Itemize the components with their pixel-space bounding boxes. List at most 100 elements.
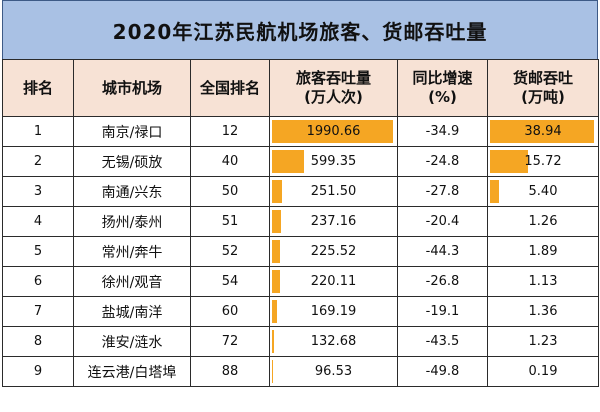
- header-yoy-unit: (%): [428, 88, 457, 106]
- header-yoy: 同比增速 (%): [397, 59, 488, 117]
- passenger-cell-value: 225.52: [310, 244, 357, 259]
- rank-cell: 9: [2, 356, 74, 387]
- header-passenger-label: 旅客吞吐量: [295, 69, 371, 87]
- yoy-cell: -43.5: [397, 326, 488, 357]
- passenger-cell-bar: [272, 270, 281, 293]
- passenger-cell: 220.11: [269, 266, 398, 297]
- passenger-cell-value: 169.19: [310, 304, 357, 319]
- yoy-cell: -27.8: [397, 176, 488, 207]
- passenger-cell: 169.19: [269, 296, 398, 327]
- yoy-cell-value: -20.4: [425, 214, 460, 229]
- header-passenger: 旅客吞吐量 (万人次): [269, 59, 398, 117]
- yoy-cell-value: -27.8: [425, 184, 460, 199]
- yoy-cell-value: -24.8: [425, 154, 460, 169]
- national-rank-cell-value: 40: [221, 154, 239, 169]
- rank-cell: 2: [2, 146, 74, 177]
- national-rank-cell: 51: [190, 206, 270, 237]
- passenger-cell: 237.16: [269, 206, 398, 237]
- passenger-cell-value: 96.53: [314, 364, 353, 379]
- cargo-cell: 1.36: [487, 296, 599, 327]
- passenger-cell-bar: [272, 120, 393, 143]
- rank-cell: 1: [2, 116, 74, 147]
- passenger-cell-value: 237.16: [310, 214, 357, 229]
- city-cell: 南京/禄口: [73, 116, 191, 147]
- rank-cell-value: 5: [33, 244, 43, 259]
- passenger-cell-value: 251.50: [310, 184, 357, 199]
- header-rank: 排名: [2, 59, 74, 117]
- passenger-cell-bar: [272, 300, 277, 323]
- table-row: 9 连云港/白塔埠 88 96.53 -49.8 0.19: [2, 356, 599, 387]
- city-cell-value: 扬州/泰州: [101, 214, 163, 231]
- table-title: 2020年江苏民航机场旅客、货邮吞吐量: [112, 19, 488, 44]
- header-row: 排名 城市机场 全国排名 旅客吞吐量 (万人次) 同比增速 (%) 货邮吞吐 (…: [2, 59, 599, 117]
- national-rank-cell-value: 54: [221, 274, 239, 289]
- national-rank-cell: 50: [190, 176, 270, 207]
- passenger-cell: 1990.66: [269, 116, 398, 147]
- cargo-cell-value: 1.13: [528, 274, 558, 289]
- city-cell: 无锡/硕放: [73, 146, 191, 177]
- rank-cell-value: 1: [33, 124, 43, 139]
- cargo-cell-bar: [490, 120, 594, 143]
- rank-cell-value: 8: [33, 334, 43, 349]
- header-city: 城市机场: [73, 59, 191, 117]
- table-row: 6 徐州/观音 54 220.11 -26.8 1.13: [2, 266, 599, 297]
- passenger-cell: 225.52: [269, 236, 398, 267]
- table-row: 4 扬州/泰州 51 237.16 -20.4 1.26: [2, 206, 599, 237]
- passenger-cell-value: 599.35: [310, 154, 357, 169]
- city-cell: 常州/奔牛: [73, 236, 191, 267]
- city-cell-value: 盐城/南洋: [101, 304, 163, 321]
- national-rank-cell-value: 60: [221, 304, 239, 319]
- table-title-bar: 2020年江苏民航机场旅客、货邮吞吐量: [2, 0, 598, 60]
- cargo-cell: 1.89: [487, 236, 599, 267]
- passenger-cell: 251.50: [269, 176, 398, 207]
- rank-cell: 3: [2, 176, 74, 207]
- cargo-cell-bar: [490, 150, 529, 173]
- national-rank-cell: 60: [190, 296, 270, 327]
- yoy-cell-value: -49.8: [425, 364, 460, 379]
- national-rank-cell: 12: [190, 116, 270, 147]
- national-rank-cell-value: 52: [221, 244, 239, 259]
- national-rank-cell: 72: [190, 326, 270, 357]
- national-rank-cell-value: 72: [221, 334, 239, 349]
- yoy-cell: -49.8: [397, 356, 488, 387]
- header-national-rank: 全国排名: [190, 59, 270, 117]
- cargo-cell: 5.40: [487, 176, 599, 207]
- table-row: 5 常州/奔牛 52 225.52 -44.3 1.89: [2, 236, 599, 267]
- passenger-cell-value: 1990.66: [306, 124, 361, 139]
- city-cell-value: 无锡/硕放: [101, 154, 163, 171]
- national-rank-cell: 54: [190, 266, 270, 297]
- yoy-cell-value: -43.5: [425, 334, 460, 349]
- rank-cell: 8: [2, 326, 74, 357]
- passenger-cell-bar: [272, 180, 283, 203]
- header-cargo: 货邮吞吐 (万吨): [487, 59, 599, 117]
- table-row: 7 盐城/南洋 60 169.19 -19.1 1.36: [2, 296, 599, 327]
- cargo-cell-value: 15.72: [524, 154, 562, 169]
- rank-cell: 5: [2, 236, 74, 267]
- table-row: 3 南通/兴东 50 251.50 -27.8 5.40: [2, 176, 599, 207]
- rank-cell: 4: [2, 206, 74, 237]
- national-rank-cell-value: 88: [221, 364, 239, 379]
- passenger-cell: 96.53: [269, 356, 398, 387]
- city-cell: 扬州/泰州: [73, 206, 191, 237]
- passenger-cell-bar: [272, 210, 282, 233]
- cargo-cell-value: 1.23: [528, 334, 558, 349]
- table-row: 1 南京/禄口 12 1990.66 -34.9 38.94: [2, 116, 599, 147]
- yoy-cell: -24.8: [397, 146, 488, 177]
- cargo-cell: 1.23: [487, 326, 599, 357]
- national-rank-cell: 52: [190, 236, 270, 267]
- national-rank-cell: 40: [190, 146, 270, 177]
- national-rank-cell-value: 50: [221, 184, 239, 199]
- header-yoy-label: 同比增速: [412, 69, 473, 87]
- city-cell-value: 徐州/观音: [101, 274, 163, 291]
- city-cell-value: 连云港/白塔埠: [87, 364, 177, 381]
- rank-cell-value: 6: [33, 274, 43, 289]
- rank-cell-value: 2: [33, 154, 43, 169]
- cargo-cell-value: 1.89: [528, 244, 558, 259]
- national-rank-cell: 88: [190, 356, 270, 387]
- rank-cell-value: 9: [33, 364, 43, 379]
- yoy-cell-value: -44.3: [425, 244, 460, 259]
- table-row: 8 淮安/涟水 72 132.68 -43.5 1.23: [2, 326, 599, 357]
- rank-cell-value: 4: [33, 214, 43, 229]
- passenger-cell: 132.68: [269, 326, 398, 357]
